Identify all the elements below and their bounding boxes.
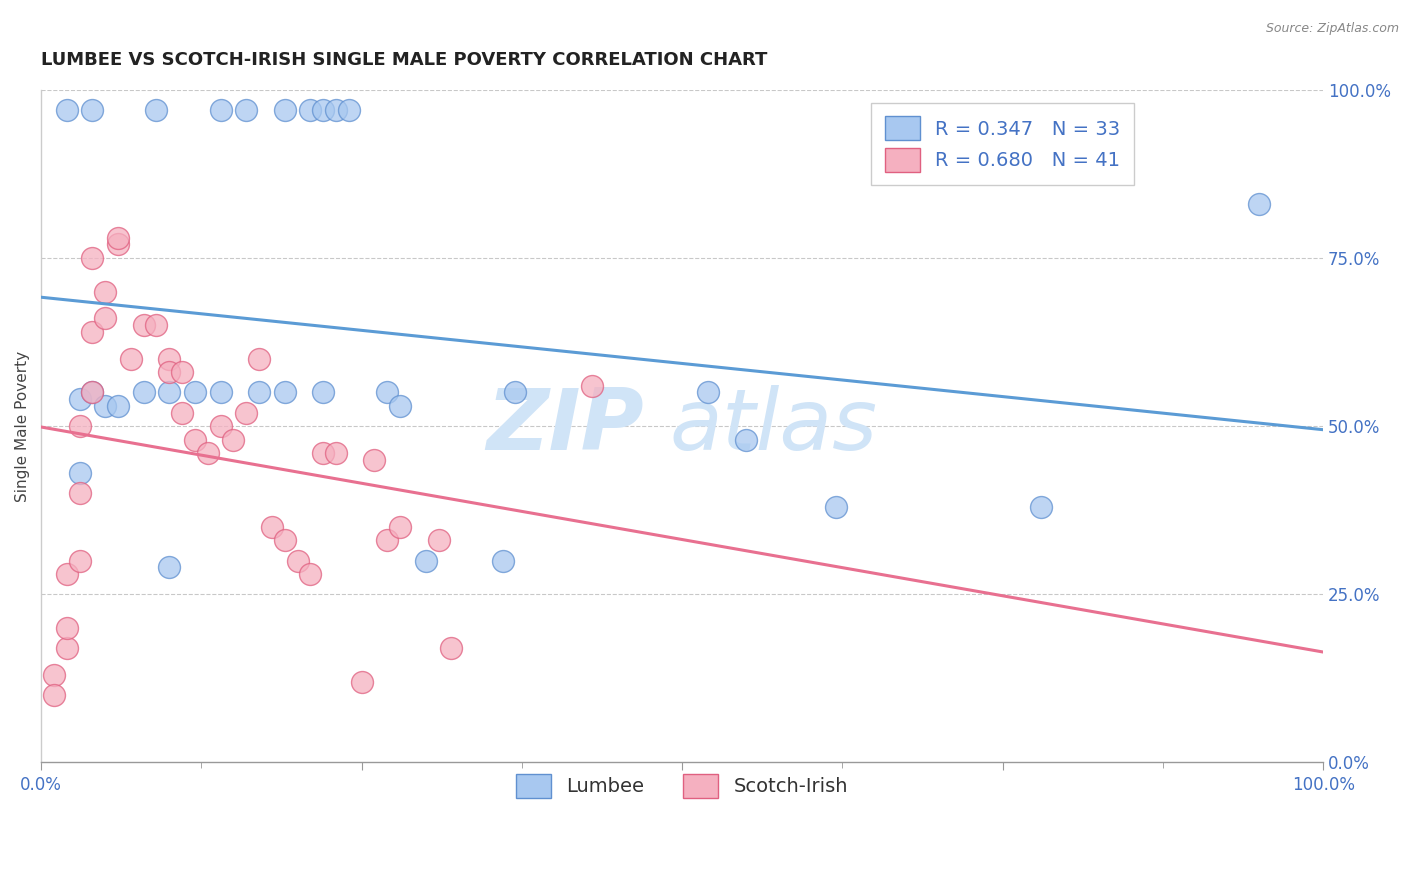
Point [325, 446, 347, 460]
Point [440, 641, 463, 656]
Legend: Lumbee, Scotch-Irish: Lumbee, Scotch-Irish [501, 758, 863, 814]
Text: ZIP: ZIP [486, 384, 644, 467]
Point [273, 533, 295, 548]
Point [581, 378, 603, 392]
Point [157, 560, 180, 574]
Point [247, 385, 270, 400]
Point [94, 399, 117, 413]
Point [312, 385, 335, 400]
Point [389, 399, 412, 413]
Point [120, 351, 142, 366]
Point [42, 668, 65, 682]
Point [235, 406, 257, 420]
Point [1247, 197, 1270, 211]
Point [172, 365, 194, 379]
Point [42, 688, 65, 702]
Point [145, 103, 167, 117]
Point [94, 285, 117, 299]
Text: LUMBEE VS SCOTCH-IRISH SINGLE MALE POVERTY CORRELATION CHART: LUMBEE VS SCOTCH-IRISH SINGLE MALE POVER… [41, 51, 768, 69]
Point [427, 533, 450, 548]
Point [260, 520, 283, 534]
Point [69, 486, 91, 500]
Point [157, 365, 180, 379]
Point [825, 500, 848, 514]
Point [69, 392, 91, 406]
Point [107, 237, 129, 252]
Point [69, 419, 91, 434]
Point [235, 103, 257, 117]
Point [350, 674, 373, 689]
Point [209, 419, 232, 434]
Point [157, 385, 180, 400]
Point [1029, 500, 1052, 514]
Point [415, 554, 437, 568]
Point [696, 385, 718, 400]
Point [107, 230, 129, 244]
Point [505, 385, 527, 400]
Point [389, 520, 412, 534]
Point [55, 567, 77, 582]
Point [69, 554, 91, 568]
Point [172, 406, 194, 420]
Point [209, 103, 232, 117]
Point [247, 351, 270, 366]
Point [299, 567, 322, 582]
Point [197, 446, 219, 460]
Point [55, 103, 77, 117]
Point [132, 385, 155, 400]
Point [82, 385, 104, 400]
Point [69, 466, 91, 480]
Point [82, 385, 104, 400]
Point [209, 385, 232, 400]
Text: Source: ZipAtlas.com: Source: ZipAtlas.com [1265, 22, 1399, 36]
Point [491, 554, 513, 568]
Point [375, 385, 398, 400]
Point [55, 641, 77, 656]
Text: atlas: atlas [669, 384, 877, 467]
Point [312, 103, 335, 117]
Point [735, 433, 758, 447]
Point [375, 533, 398, 548]
Point [287, 554, 309, 568]
Point [82, 325, 104, 339]
Point [273, 385, 295, 400]
Point [55, 621, 77, 635]
Point [82, 103, 104, 117]
Point [184, 433, 207, 447]
Point [337, 103, 360, 117]
Point [363, 452, 385, 467]
Point [82, 251, 104, 265]
Point [132, 318, 155, 333]
Y-axis label: Single Male Poverty: Single Male Poverty [15, 351, 30, 501]
Point [299, 103, 322, 117]
Point [107, 399, 129, 413]
Point [157, 351, 180, 366]
Point [222, 433, 245, 447]
Point [273, 103, 295, 117]
Point [145, 318, 167, 333]
Point [312, 446, 335, 460]
Point [94, 311, 117, 326]
Point [184, 385, 207, 400]
Point [325, 103, 347, 117]
